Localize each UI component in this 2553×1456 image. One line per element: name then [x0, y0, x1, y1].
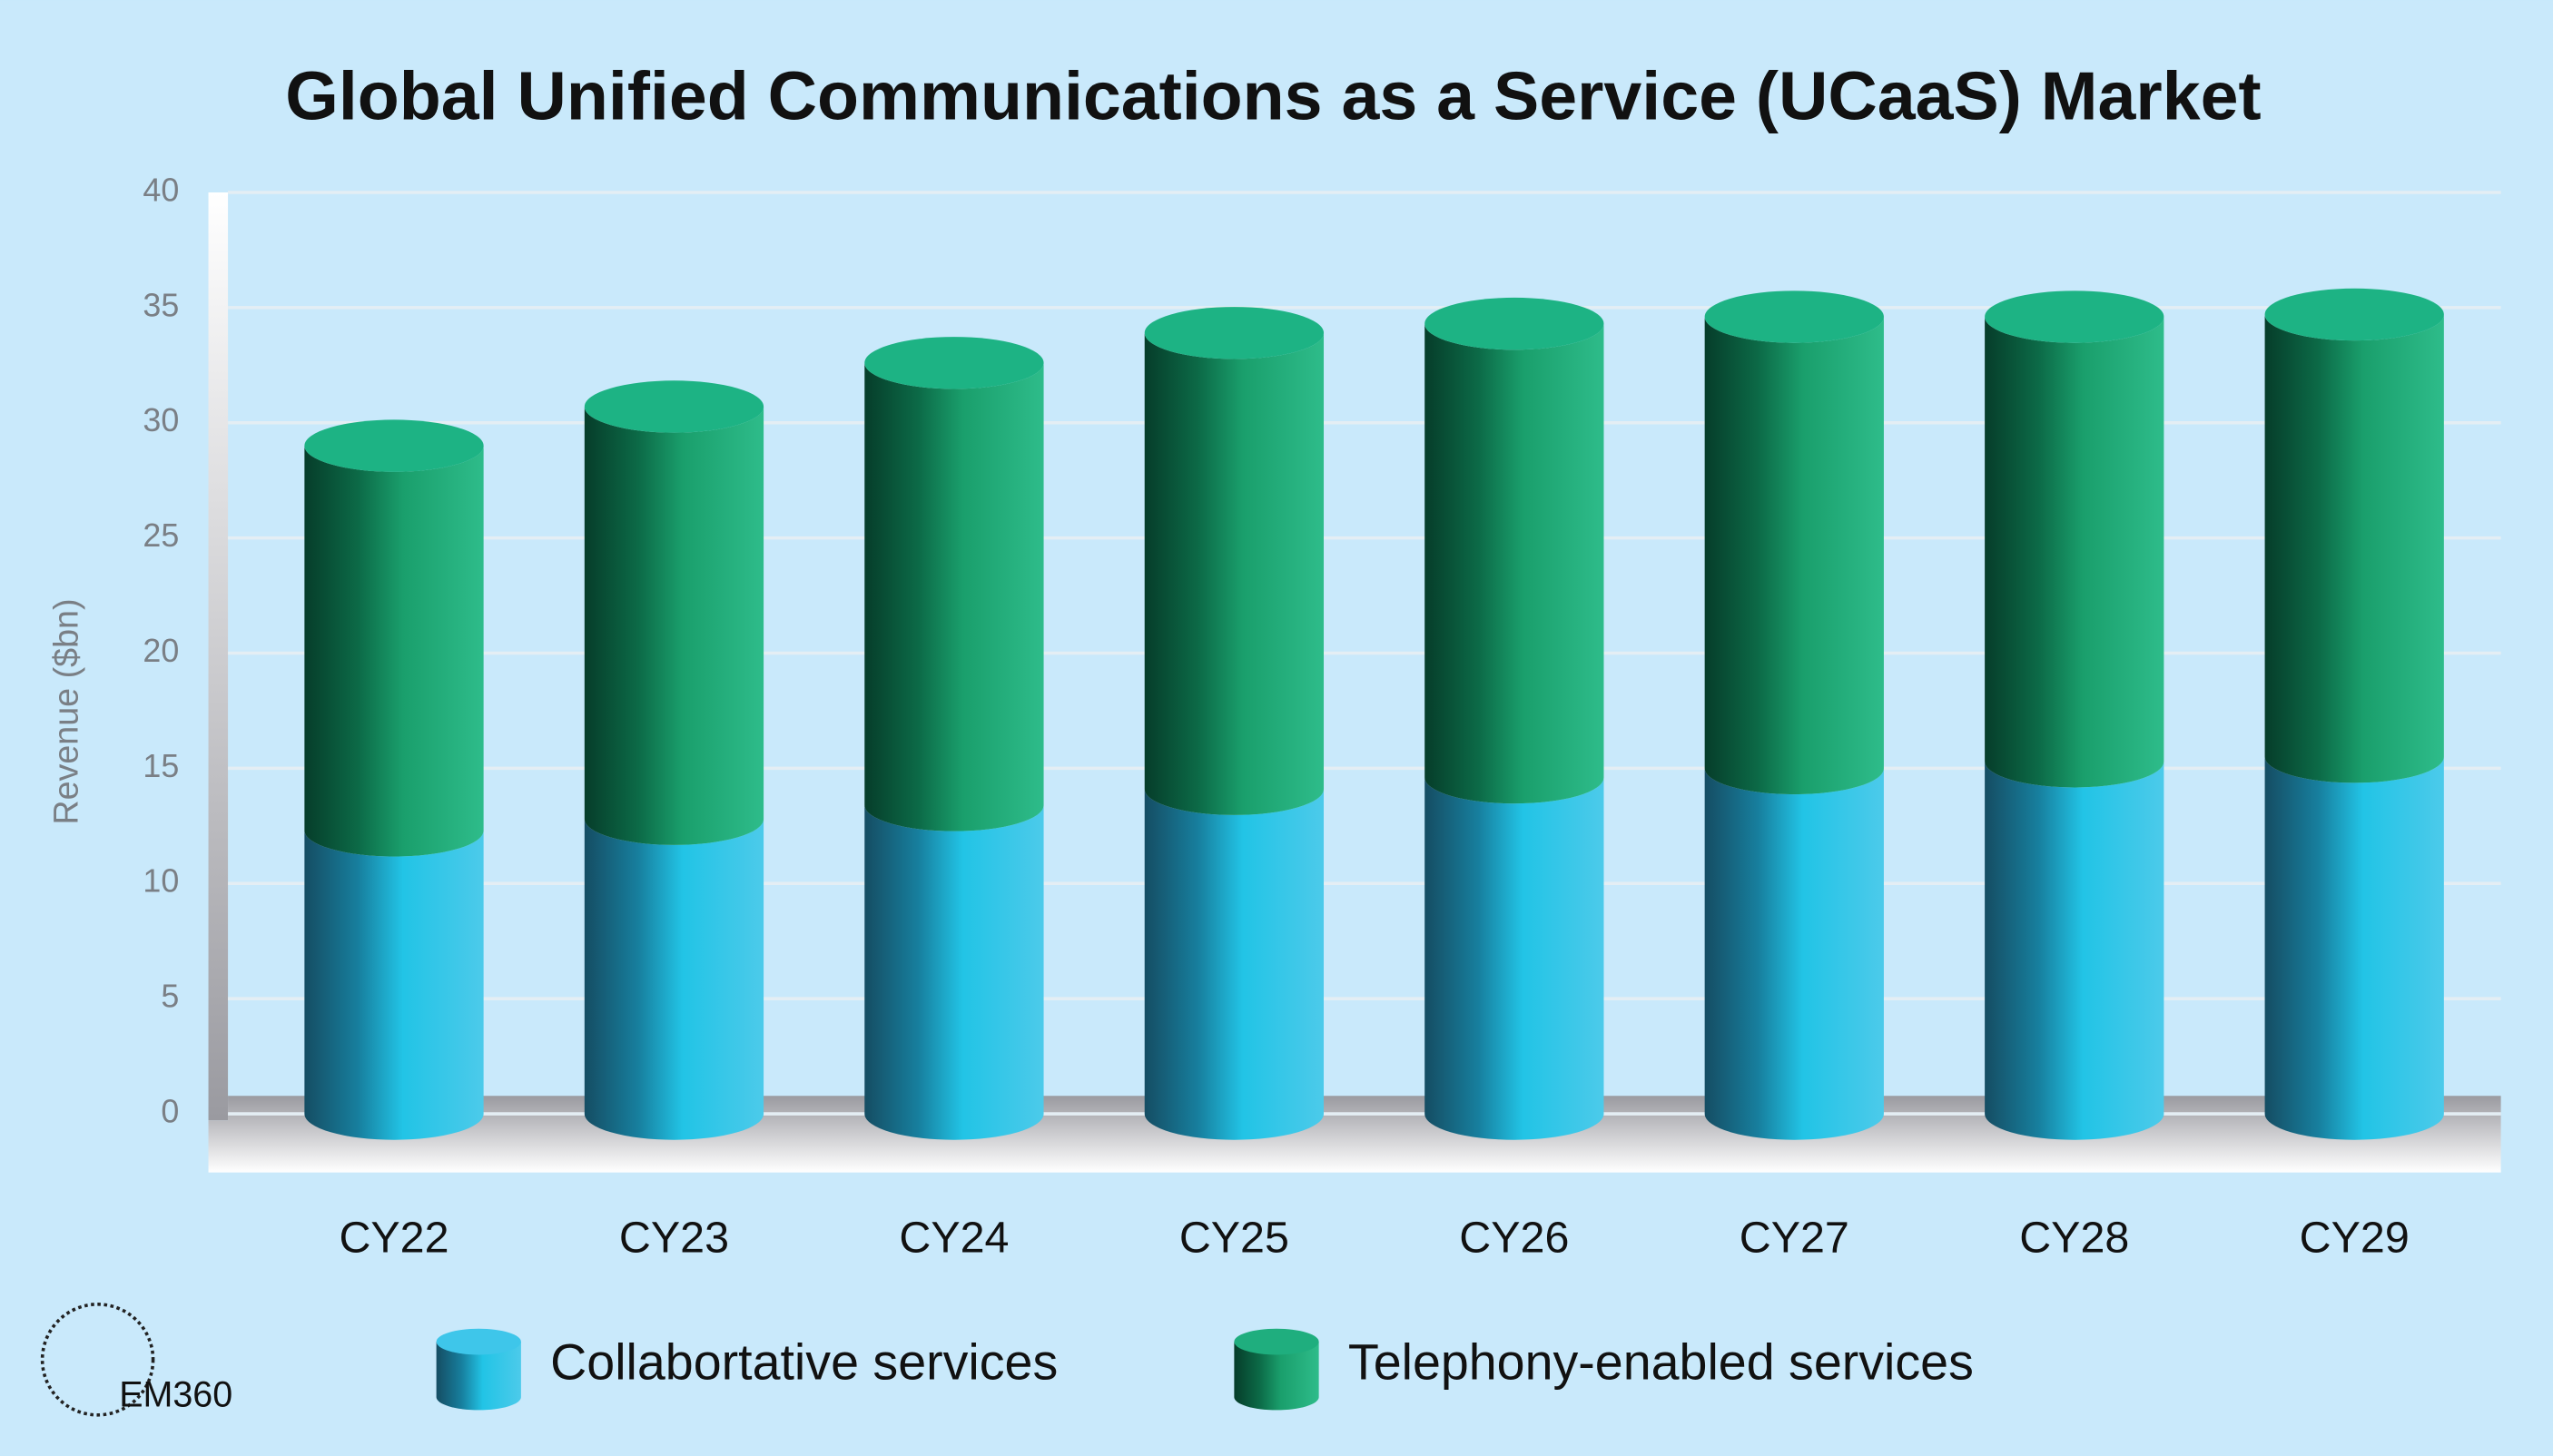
legend-swatch-cap [436, 1328, 521, 1355]
bar-segment [1424, 323, 1604, 804]
bar-segment [1704, 317, 1884, 795]
legend-swatch [1234, 1342, 1319, 1411]
x-tick-label: CY23 [619, 1214, 729, 1263]
bar-segment [304, 830, 484, 1140]
bar-segment [1144, 789, 1325, 1140]
bar-segment [584, 406, 764, 845]
y-tick-label: 35 [143, 287, 179, 323]
y-tick-label: 40 [143, 172, 179, 208]
bar-segment [304, 446, 484, 857]
bar-segment [2264, 756, 2444, 1140]
logo: EM360 [40, 1303, 232, 1417]
bar-segment [1985, 761, 2164, 1140]
y-tick-label: 0 [161, 1093, 179, 1129]
bar-segment [2264, 314, 2444, 783]
y-tick-label: 30 [143, 402, 179, 438]
cylinder-cap [304, 419, 484, 472]
legend-label: Collabortative services [550, 1334, 1058, 1391]
x-tick-label: CY28 [2019, 1214, 2129, 1263]
cylinder-cap [2264, 288, 2444, 341]
logo-text: EM360 [119, 1374, 232, 1414]
bar-segment [1985, 317, 2164, 788]
y-tick-label: 5 [161, 979, 179, 1015]
x-tick-label: CY27 [1740, 1214, 1849, 1263]
x-tick-label: CY24 [899, 1214, 1009, 1263]
bar-segment [864, 362, 1044, 831]
y-axis-label: Revenue ($bn) [46, 599, 84, 825]
bar-segment [864, 804, 1044, 1140]
cylinder-cap [1424, 297, 1604, 350]
chart-title: Global Unified Communications as a Servi… [285, 57, 2261, 133]
legend-swatch [436, 1342, 521, 1411]
y-tick-label: 20 [143, 633, 179, 669]
cylinder-cap [1144, 307, 1325, 359]
legend-swatch-cap [1234, 1328, 1319, 1355]
legend-label: Telephony-enabled services [1348, 1334, 1974, 1391]
bar-segment [584, 819, 764, 1140]
side-wall [208, 192, 229, 1121]
bar-segment [1144, 332, 1325, 815]
x-tick-label: CY25 [1179, 1214, 1289, 1263]
x-tick-label: CY22 [339, 1214, 448, 1263]
cylinder-cap [864, 337, 1044, 389]
cylinder-cap [584, 380, 764, 433]
y-tick-label: 15 [143, 748, 179, 784]
y-tick-label: 10 [143, 863, 179, 900]
x-tick-label: CY26 [1459, 1214, 1569, 1263]
bar-segment [1424, 777, 1604, 1140]
bar-segment [1704, 768, 1884, 1140]
y-tick-label: 25 [143, 517, 179, 554]
cylinder-cap [1985, 290, 2164, 343]
x-tick-label: CY29 [2300, 1214, 2410, 1263]
cylinder-cap [1704, 290, 1884, 343]
